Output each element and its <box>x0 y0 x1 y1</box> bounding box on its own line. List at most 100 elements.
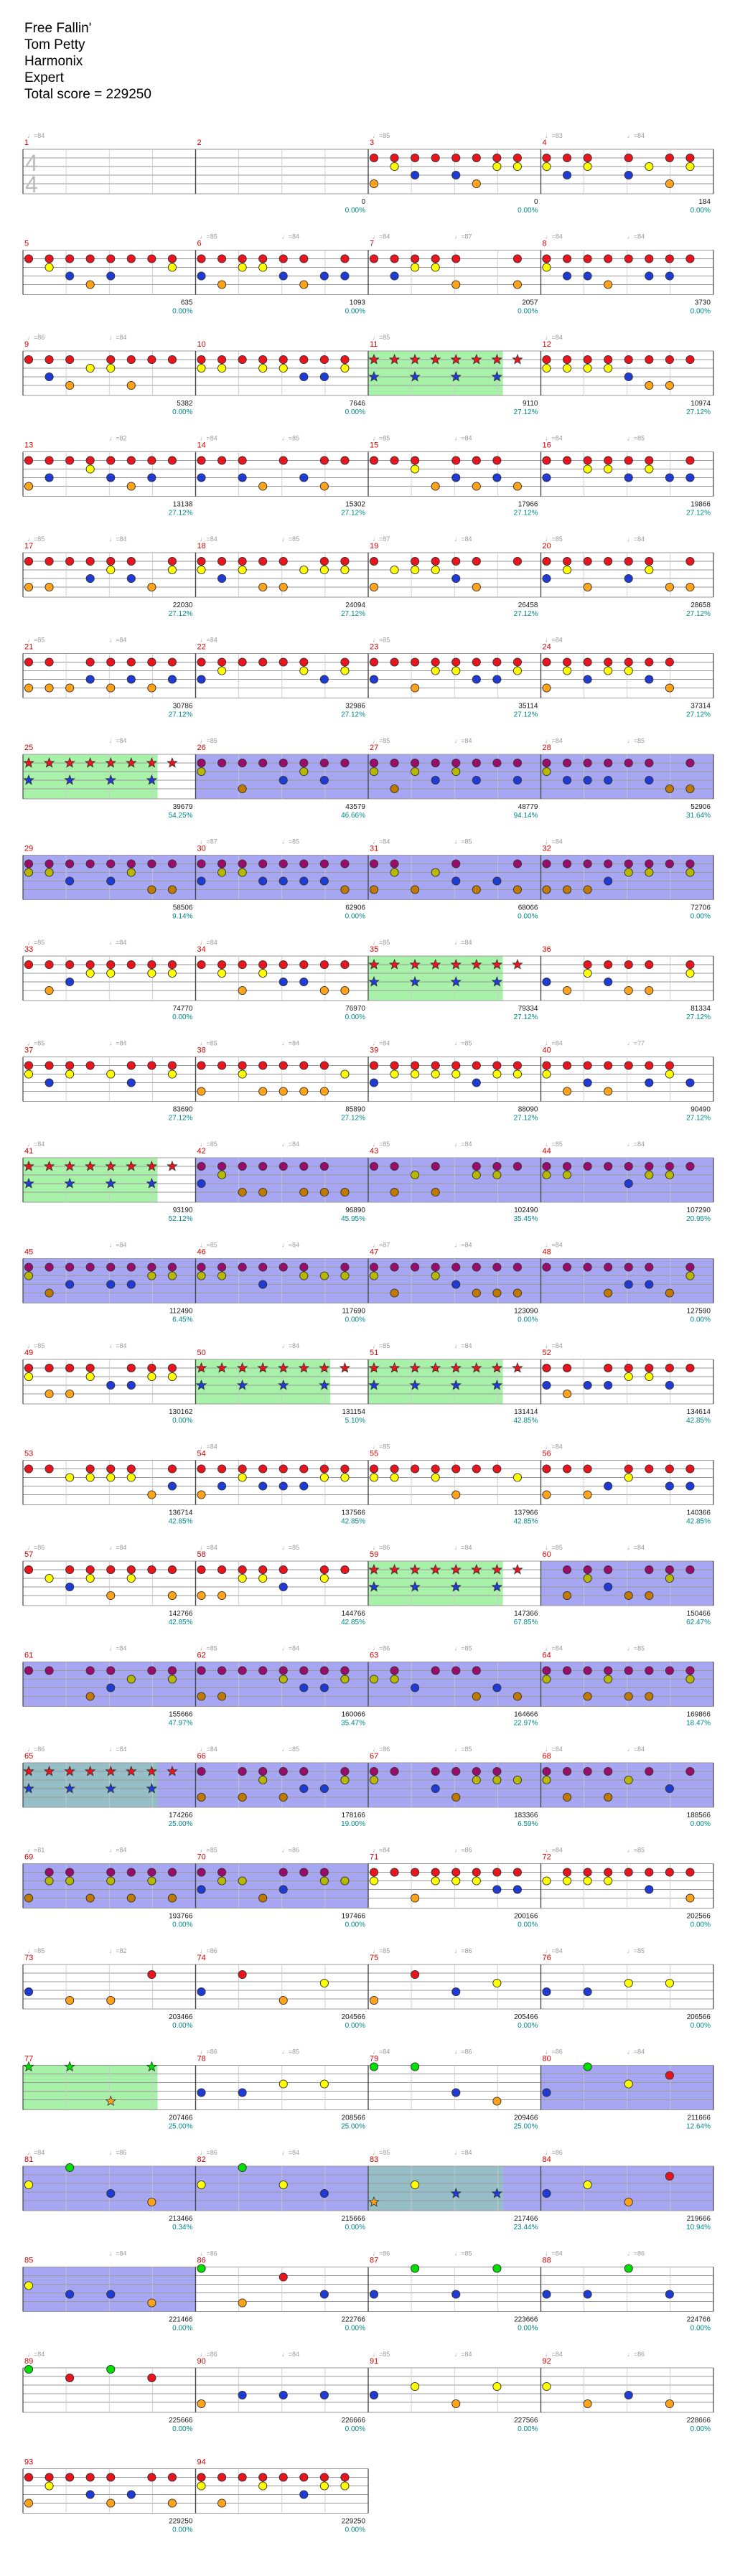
measure-percent: 27.12% <box>686 510 711 517</box>
note-gem <box>472 1876 481 1886</box>
note-gem <box>106 2290 116 2299</box>
note-gem <box>197 565 206 575</box>
note-gem <box>624 960 633 970</box>
measure-number: 45 <box>24 1248 33 1257</box>
note-gem <box>431 657 440 667</box>
note-gem <box>24 1893 34 1903</box>
measure-score: 15302 <box>345 501 365 509</box>
measure-percent: 23.44% <box>514 2224 538 2231</box>
measure-score: 0 <box>361 198 365 206</box>
note-gem <box>65 960 75 970</box>
note-gem <box>65 859 75 868</box>
note-gem <box>583 556 592 566</box>
note-gem <box>583 1263 592 1272</box>
note-gem <box>665 2399 674 2409</box>
tempo-marker: ♩=85 <box>27 1040 45 1047</box>
measure-number: 11 <box>370 340 378 349</box>
note-gem <box>167 565 177 575</box>
note-star <box>429 958 441 970</box>
note-gem <box>238 859 247 868</box>
note-gem <box>492 1775 502 1785</box>
note-gem <box>645 271 654 281</box>
note-gem <box>278 1666 288 1675</box>
measure-number: 77 <box>24 2055 33 2064</box>
note-star <box>257 1362 268 1373</box>
note-gem <box>411 2062 420 2071</box>
note-gem <box>624 473 633 482</box>
tempo-marker: ♩=85 <box>282 535 299 543</box>
note-gem <box>197 363 206 373</box>
note-gem <box>167 1263 177 1272</box>
note-gem <box>645 556 654 566</box>
note-gem <box>472 556 481 566</box>
measure-percent: 27.12% <box>169 711 193 719</box>
note-gem <box>167 657 177 667</box>
note-gem <box>217 556 227 566</box>
note-gem <box>238 1061 247 1070</box>
note-gem <box>319 482 329 491</box>
note-gem <box>106 1380 116 1390</box>
note-gem <box>604 657 613 667</box>
note-gem <box>319 1978 329 1988</box>
note-gem <box>126 573 136 584</box>
note-gem <box>167 1363 177 1373</box>
note-gem <box>411 1970 420 1980</box>
note-gem <box>147 1490 156 1499</box>
note-gem <box>24 1666 34 1675</box>
note-gem <box>106 968 116 978</box>
measure-number: 55 <box>370 1450 378 1458</box>
note-gem <box>369 582 379 592</box>
measure-score: 131414 <box>514 1408 538 1416</box>
note-gem <box>147 2473 156 2482</box>
note-gem <box>665 473 674 482</box>
song-title: Free Fallin' <box>24 21 92 36</box>
note-gem <box>563 456 572 465</box>
note-gem <box>106 556 116 566</box>
note-gem <box>299 2473 309 2482</box>
note-gem <box>645 1766 654 1776</box>
note-gem <box>65 1868 75 1877</box>
measure-number: 86 <box>197 2257 206 2265</box>
note-gem <box>278 657 288 667</box>
note-gem <box>167 556 177 566</box>
note-gem <box>126 1675 136 1684</box>
note-star <box>388 1362 401 1373</box>
measure-score: 155666 <box>169 1711 193 1719</box>
note-gem <box>65 456 75 465</box>
note-gem <box>299 1161 309 1171</box>
note-gem <box>624 1591 633 1601</box>
note-gem <box>390 1666 399 1675</box>
measure-number: 76 <box>543 1954 551 1962</box>
note-star <box>216 1362 228 1373</box>
note-gem <box>645 254 654 263</box>
note-gem <box>217 758 227 768</box>
note-gem <box>645 1161 654 1171</box>
note-gem <box>542 2290 551 2299</box>
measure-score: 79334 <box>518 1005 538 1013</box>
note-gem <box>238 2088 247 2097</box>
note-star <box>167 1160 178 1171</box>
note-gem <box>278 1792 288 1802</box>
measure-number: 53 <box>24 1450 33 1458</box>
note-gem <box>147 1061 156 1070</box>
note-gem <box>390 161 399 172</box>
note-gem <box>431 1271 440 1280</box>
measure-percent: 0.00% <box>345 1921 365 1929</box>
measure-percent: 22.97% <box>514 1720 538 1728</box>
measure-number: 15 <box>370 441 378 450</box>
note-gem <box>512 775 522 785</box>
note-gem <box>542 1170 551 1180</box>
note-gem <box>542 573 551 584</box>
note-gem <box>390 1766 399 1776</box>
note-gem <box>299 1263 309 1272</box>
note-gem <box>238 263 247 272</box>
tempo-marker: ♩=85 <box>373 1947 390 1954</box>
note-gem <box>451 876 461 886</box>
note-gem <box>147 582 156 592</box>
note-gem <box>197 758 206 768</box>
note-gem <box>45 1573 54 1583</box>
note-gem <box>238 868 247 877</box>
note-gem <box>645 380 654 390</box>
note-gem <box>238 1876 247 1886</box>
tempo-marker: ♩=86 <box>27 334 45 341</box>
